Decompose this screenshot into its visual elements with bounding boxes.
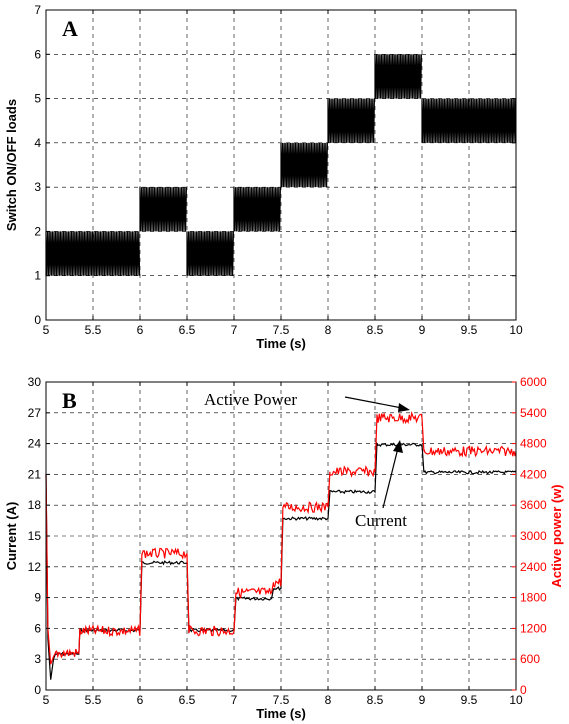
chart-b-x-tick-label: 6: [137, 693, 144, 707]
chart-b-y2-tick-label: 1800: [520, 591, 547, 605]
current-annotation: Current: [355, 511, 407, 530]
chart-a-y-tick-label: 3: [34, 180, 41, 194]
active-power-series: [45, 410, 517, 665]
chart-a-x-tick-label: 6.5: [179, 323, 196, 337]
chart-a-y-tick-label: 1: [34, 269, 41, 283]
chart-b-panel-label: B: [62, 388, 77, 413]
chart-a-y-tick-label: 2: [34, 224, 41, 238]
chart-a-y-tick-label: 5: [34, 92, 41, 106]
chart-b-x-tick-label: 10: [509, 693, 523, 707]
chart-a-y-axis-label: Switch ON/OFF loads: [4, 99, 19, 231]
chart-b-grid: [46, 382, 516, 690]
chart-a: 5 5.5 6 6.5 7 7.5 8 8.5 9 9.5 10 0 1 2 3 4 5 6 7 A Time (s…: [4, 3, 523, 351]
switch-load-segment: [421, 98, 517, 143]
chart-b-y-tick-label: 30: [28, 375, 42, 389]
switch-load-segment: [45, 231, 141, 276]
switch-load-segment: [327, 98, 375, 143]
chart-b-y2-tick-label: 4200: [520, 467, 547, 481]
chart-a-x-tick-label: 9: [419, 323, 426, 337]
chart-b-y2-tick-label: 0: [520, 683, 527, 697]
chart-b-x-tick-label: 5.5: [85, 693, 102, 707]
switch-load-segment: [233, 187, 281, 232]
chart-b-y2-tick-label: 2400: [520, 560, 547, 574]
chart-a-x-tick-label: 9.5: [461, 323, 478, 337]
chart-b-y-tick-label: 15: [28, 529, 42, 543]
chart-a-x-tick-label: 5: [43, 323, 50, 337]
current-arrow: [382, 447, 399, 509]
chart-b-annotations: Active Power Current: [204, 390, 410, 530]
chart-a-x-tick-label: 5.5: [85, 323, 102, 337]
chart-b-y-tick-label: 24: [28, 437, 42, 451]
chart-a-x-tick-label: 6: [137, 323, 144, 337]
chart-b-y-tick-label: 12: [28, 560, 42, 574]
active-power-annotation: Active Power: [204, 390, 297, 409]
chart-a-y-tick-label: 6: [34, 47, 41, 61]
chart-a-x-tick-label: 8.5: [367, 323, 384, 337]
chart-b-x-axis-label: Time (s): [256, 706, 306, 721]
chart-b-x-tick-label: 7.5: [273, 693, 290, 707]
chart-b-y2-axis-label: Active power (w): [549, 484, 564, 587]
chart-b-y2-tick-label: 3000: [520, 529, 547, 543]
chart-b-y-tick-label: 9: [34, 591, 41, 605]
chart-a-ticks: 5 5.5 6 6.5 7 7.5 8 8.5 9 9.5 10 0 1 2 3 4 5 6 7: [34, 3, 523, 337]
chart-b-marks: [45, 410, 517, 680]
chart-b-y-tick-label: 6: [34, 621, 41, 635]
chart-a-x-tick-label: 8: [325, 323, 332, 337]
switch-load-segment: [186, 231, 234, 276]
chart-a-y-tick-label: 4: [34, 136, 41, 150]
chart-b-x-tick-label: 6.5: [179, 693, 196, 707]
chart-b-x-tick-label: 5: [43, 693, 50, 707]
current-arrowhead: [393, 440, 403, 453]
chart-a-panel-label: A: [62, 16, 78, 41]
chart-b-y-tick-label: 18: [28, 498, 42, 512]
chart-b-y-tick-label: 0: [34, 683, 41, 697]
chart-b-y2-tick-label: 4800: [520, 437, 547, 451]
chart-a-x-tick-label: 7.5: [273, 323, 290, 337]
chart-b-y2-tick-label: 600: [520, 652, 540, 666]
chart-b-y-tick-label: 3: [34, 652, 41, 666]
switch-load-segment: [374, 54, 422, 99]
chart-b-y2-tick-label: 6000: [520, 375, 547, 389]
chart-a-x-tick-label: 10: [509, 323, 523, 337]
switch-load-segment: [139, 187, 187, 232]
chart-a-x-axis-label: Time (s): [256, 336, 306, 351]
chart-a-x-tick-label: 7: [231, 323, 238, 337]
switch-load-segment: [280, 142, 328, 188]
chart-b-y-axis-label: Current (A): [4, 502, 19, 571]
chart-b-x-tick-label: 9: [419, 693, 426, 707]
chart-b-x-tick-label: 8.5: [367, 693, 384, 707]
active-power-arrow: [344, 396, 403, 409]
chart-a-y-tick-label: 0: [34, 313, 41, 327]
chart-b-y2-tick-label: 5400: [520, 406, 547, 420]
chart-a-y-tick-label: 7: [34, 3, 41, 17]
chart-b-y2-tick-label: 3600: [520, 498, 547, 512]
chart-b-y-tick-label: 27: [28, 406, 42, 420]
active-power-arrowhead: [398, 403, 410, 412]
chart-b-ticks: 5 5.5 6 6.5 7 7.5 8 8.5 9 9.5 10036912151821242730…: [28, 375, 547, 707]
chart-b-y2-tick-label: 1200: [520, 621, 547, 635]
chart-b: 5 5.5 6 6.5 7 7.5 8 8.5 9 9.5 10036912151821242730…: [4, 375, 564, 721]
chart-b-y-tick-label: 21: [28, 467, 42, 481]
chart-a-marks: [45, 54, 517, 276]
chart-b-x-tick-label: 8: [325, 693, 332, 707]
chart-b-x-tick-label: 9.5: [461, 693, 478, 707]
chart-b-x-tick-label: 7: [231, 693, 238, 707]
